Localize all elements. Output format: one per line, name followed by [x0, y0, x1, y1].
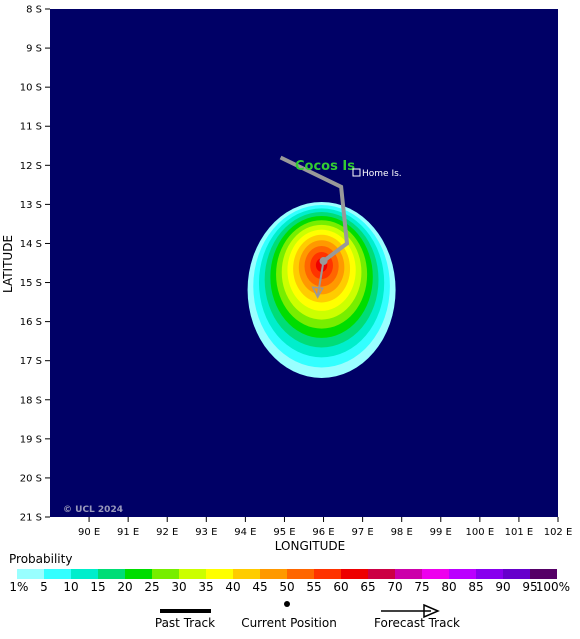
forecast-arrow-icon: [311, 286, 324, 299]
legend-tick-label: 25: [144, 580, 160, 594]
forecast-track-label: Forecast Track: [374, 616, 460, 630]
lat-tick-label: 21 S: [20, 513, 42, 524]
lon-tick-label: 93 E: [195, 527, 217, 538]
lat-tick-label: 17 S: [20, 356, 42, 367]
legend-swatch: [503, 569, 530, 579]
lat-tick-label: 10 S: [20, 83, 42, 94]
legend-swatch: [368, 569, 395, 579]
y-axis-title: LATITUDE: [1, 235, 15, 293]
axis-ticks: 8 S 9 S 10 S 11 S 12 S 13 S 14 S 15 S 16 S 17 S 18…: [20, 5, 573, 539]
forecast-arrow-icon: [423, 603, 440, 619]
legend-tick-label: 30: [171, 580, 187, 594]
legend-tick-label: 45: [252, 580, 268, 594]
legend-swatch: [395, 569, 422, 579]
storm-track: [279, 155, 350, 299]
lat-tick-label: 15 S: [20, 278, 42, 289]
lon-tick-label: 100 E: [466, 527, 495, 538]
lat-tick-label: 18 S: [20, 395, 42, 406]
legend-swatch: [152, 569, 179, 579]
legend-tick-label: 1%: [9, 580, 29, 594]
legend-swatch: [17, 569, 44, 579]
current-position-marker: [319, 257, 328, 266]
lon-tick-label: 102 E: [544, 527, 573, 538]
lon-tick-label: 94 E: [234, 527, 256, 538]
place-label-cocos: Cocos Is: [295, 159, 355, 174]
copyright-label: © UCL 2024: [63, 505, 123, 515]
legend-swatch: [125, 569, 152, 579]
legend-tick-label: 20: [117, 580, 133, 594]
legend-tick-label: 85: [468, 580, 484, 594]
legend-tick-label: 15: [90, 580, 106, 594]
legend-swatch: [530, 569, 557, 579]
legend-tick-label: 5: [40, 580, 48, 594]
legend-swatch: [71, 569, 98, 579]
legend-swatch: [260, 569, 287, 579]
lat-tick-label: 13 S: [20, 200, 42, 211]
legend-tick-label: 55: [306, 580, 322, 594]
lon-tick-label: 97 E: [351, 527, 373, 538]
legend-tick-label: 40: [225, 580, 241, 594]
legend-swatch: [449, 569, 476, 579]
legend-tick-label: 90: [495, 580, 511, 594]
forecast-track-line: [316, 260, 325, 297]
home-island-label: Home Is.: [362, 169, 402, 179]
legend-tick-label: 60: [333, 580, 349, 594]
legend-tick-label: 100%: [535, 580, 571, 594]
legend-tick-label: 10: [63, 580, 79, 594]
home-island-marker-icon: [352, 168, 361, 177]
lon-tick-label: 101 E: [505, 527, 534, 538]
current-position-label: Current Position: [241, 616, 337, 630]
lon-tick-label: 98 E: [391, 527, 413, 538]
past-track-line: [279, 155, 350, 263]
lat-tick-label: 9 S: [26, 44, 42, 55]
lat-tick-label: 16 S: [20, 317, 42, 328]
lat-tick-label: 14 S: [20, 239, 42, 250]
legend-tick-label: 35: [198, 580, 214, 594]
legend-swatch: [233, 569, 260, 579]
lon-tick-label: 91 E: [117, 527, 139, 538]
lon-tick-label: 95 E: [273, 527, 295, 538]
legend-tick-label: 70: [387, 580, 403, 594]
lon-tick-label: 90 E: [78, 527, 100, 538]
legend-tick-label: 65: [360, 580, 376, 594]
legend-tick-label: 50: [279, 580, 295, 594]
lat-tick-label: 11 S: [20, 122, 42, 133]
legend-swatch: [98, 569, 125, 579]
legend-tick-label: 95: [522, 580, 538, 594]
legend-title: Probability: [9, 552, 73, 566]
legend-swatch: [179, 569, 206, 579]
legend-swatch: [422, 569, 449, 579]
past-track-label: Past Track: [154, 616, 216, 630]
lat-tick-label: 20 S: [20, 473, 42, 484]
legend-swatch: [287, 569, 314, 579]
lon-tick-label: 99 E: [430, 527, 452, 538]
x-axis-title: LONGITUDE: [275, 539, 345, 553]
probability-tick-labels: 1% 5 10 15 20 25 30 35 40 45 50 55 60 65 70 75 80 85 90 95 1…: [0, 580, 580, 596]
probability-color-bar: [17, 569, 557, 579]
legend-swatch: [476, 569, 503, 579]
track-key: Past Track Current Position Forecast Tra…: [0, 600, 580, 639]
legend-swatch: [206, 569, 233, 579]
lat-tick-label: 19 S: [20, 434, 42, 445]
legend-swatch: [44, 569, 71, 579]
lon-tick-label: 96 E: [312, 527, 334, 538]
legend-swatch: [314, 569, 341, 579]
current-position-key-dot: [284, 601, 290, 607]
legend-swatch: [341, 569, 368, 579]
legend-tick-label: 75: [414, 580, 430, 594]
lon-tick-label: 92 E: [156, 527, 178, 538]
lat-tick-label: 12 S: [20, 161, 42, 172]
lat-tick-label: 8 S: [26, 5, 42, 16]
legend-tick-label: 80: [441, 580, 457, 594]
